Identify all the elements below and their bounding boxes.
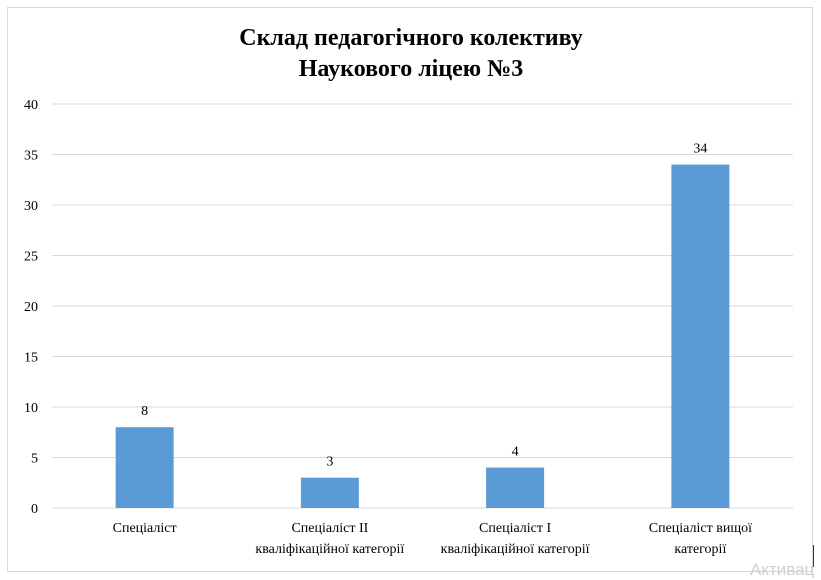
- category-labels: Спеціаліст Спеціаліст ІІ кваліфікаційної к…: [113, 521, 752, 557]
- category-label: кваліфікаційної категорії: [255, 542, 404, 557]
- y-tick-label: 20: [24, 300, 38, 315]
- category-label: Спеціаліст ІІ: [291, 521, 368, 536]
- chart-title-line-1: Склад педагогічного колективу: [239, 25, 583, 51]
- y-tick-label: 25: [24, 250, 38, 265]
- category-label: кваліфікаційної категорії: [441, 542, 590, 557]
- y-tick-label: 5: [31, 452, 38, 467]
- data-label: 4: [512, 445, 519, 460]
- category-label: Спеціаліст І: [479, 521, 551, 536]
- data-label: 34: [693, 142, 707, 157]
- text-cursor: [813, 545, 814, 567]
- chart-title-line-2: Наукового ліцею №3: [299, 56, 524, 82]
- category-label: Спеціаліст: [113, 521, 177, 536]
- bar: [671, 164, 730, 508]
- category-label: Спеціаліст вищої: [649, 521, 752, 536]
- bars: [115, 164, 730, 508]
- y-tick-label: 35: [24, 149, 38, 164]
- y-axis-tick-labels: 0 5 10 15 20 25 30 35 40: [24, 98, 38, 517]
- y-tick-label: 0: [31, 502, 38, 517]
- bar: [486, 467, 545, 508]
- gridlines: [52, 103, 793, 509]
- data-label: 8: [141, 404, 148, 419]
- bar: [115, 427, 174, 508]
- data-label: 3: [326, 455, 333, 470]
- activation-watermark: Активац: [750, 560, 815, 579]
- category-label: категорії: [674, 542, 726, 557]
- y-tick-label: 10: [24, 401, 38, 416]
- y-tick-label: 30: [24, 199, 38, 214]
- bar: [300, 477, 359, 508]
- y-tick-label: 40: [24, 98, 38, 113]
- y-tick-label: 15: [24, 351, 38, 366]
